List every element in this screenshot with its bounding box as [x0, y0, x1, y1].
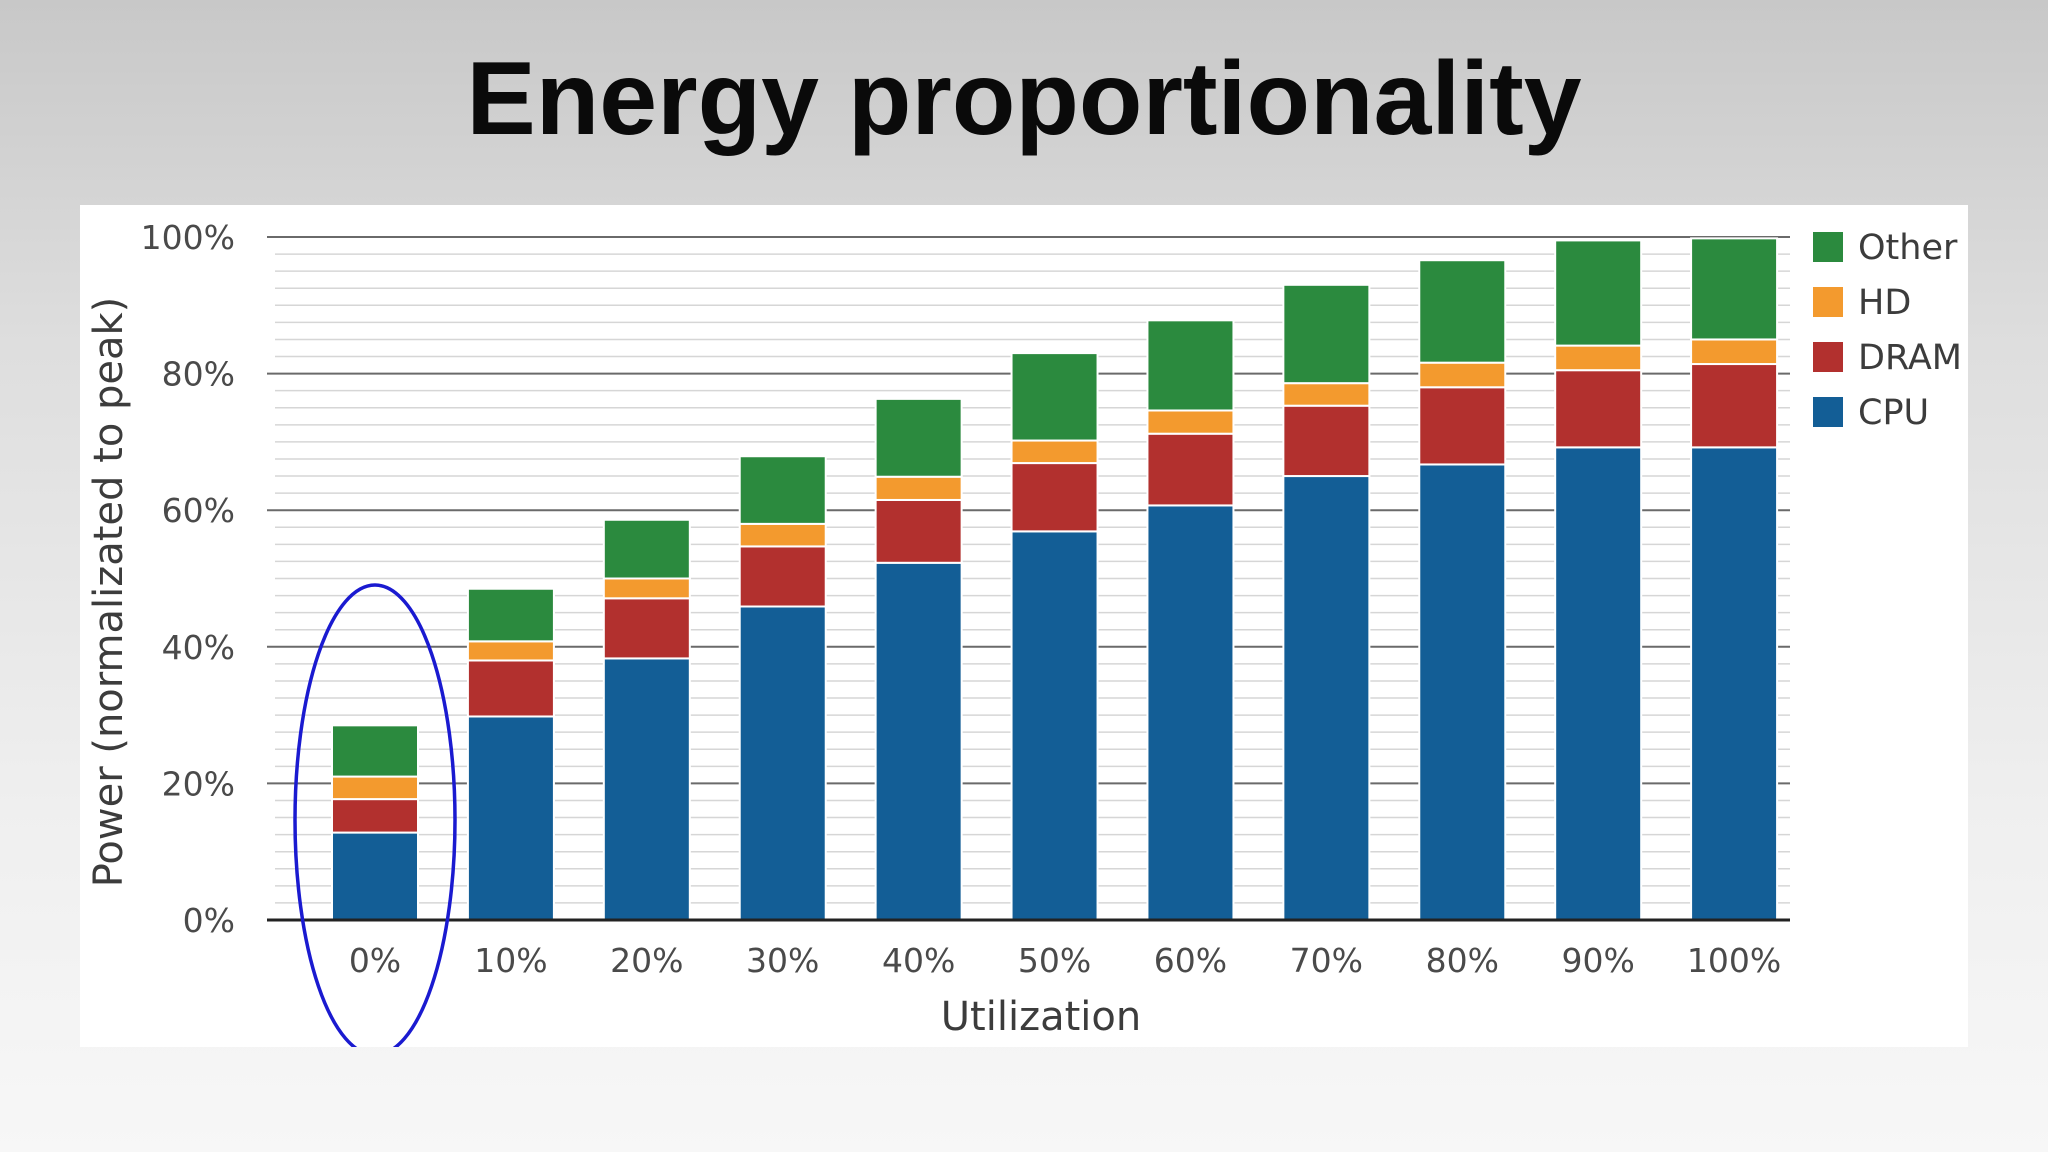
x-tick-label: 90%	[1562, 941, 1635, 980]
bar-segment-cpu-50pct	[1010, 530, 1099, 921]
legend-swatch-dram	[1813, 342, 1843, 372]
legend-label-cpu: CPU	[1858, 393, 1929, 433]
bar-segment-cpu-30pct	[738, 605, 827, 921]
bar-segment-dram-60pct	[1146, 432, 1235, 507]
bar-segment-cpu-10pct	[466, 715, 555, 921]
stacked-bar-chart: 0% 20% 40% 60% 80% 100% 0% 10% 20% 30% 40% 50% 60% 70…	[86, 218, 1962, 1047]
x-axis-label: Utilization	[941, 994, 1141, 1040]
legend-label-other: Other	[1858, 228, 1958, 268]
x-tick-label: 60%	[1154, 941, 1227, 980]
bar-segment-cpu-60pct	[1146, 504, 1235, 921]
bar-segment-dram-0pct	[331, 798, 419, 834]
bar-segment-other-40pct	[874, 397, 963, 478]
bar-segment-dram-80pct	[1418, 386, 1507, 466]
bar-segment-hd-80pct	[1418, 361, 1507, 389]
bar-segment-hd-0pct	[331, 775, 419, 801]
bar-segment-hd-60pct	[1146, 409, 1235, 435]
legend-swatch-other	[1813, 232, 1843, 262]
bar-segment-hd-100pct	[1690, 338, 1779, 366]
bar-segment-other-20pct	[602, 518, 691, 580]
bar-segment-hd-20pct	[602, 577, 691, 600]
legend-swatch-hd	[1813, 287, 1843, 317]
y-tick-label: 60%	[162, 491, 235, 530]
legend-layer: Other HD DRAM CPU	[1813, 228, 1962, 433]
slide-title: Energy proportionality	[466, 41, 1582, 157]
bar-segment-other-100pct	[1690, 237, 1779, 341]
bar-segment-other-90pct	[1554, 239, 1643, 347]
y-tick-label: 40%	[162, 628, 235, 667]
chart-panel: 0% 20% 40% 60% 80% 100% 0% 10% 20% 30% 40% 50% 60% 70…	[80, 205, 1968, 1047]
bar-segment-cpu-70pct	[1282, 475, 1371, 921]
x-tick-label: 80%	[1426, 941, 1499, 980]
legend-label-dram: DRAM	[1858, 338, 1962, 378]
bar-segment-dram-90pct	[1554, 369, 1643, 449]
legend-label-hd: HD	[1858, 283, 1911, 323]
x-tick-label: 40%	[882, 941, 955, 980]
bar-segment-cpu-40pct	[874, 561, 963, 921]
bar-segment-cpu-80pct	[1418, 463, 1507, 921]
bar-segment-dram-40pct	[874, 498, 963, 564]
x-tick-label: 0%	[349, 941, 401, 980]
bar-segment-hd-90pct	[1554, 344, 1643, 372]
bar-segment-other-80pct	[1418, 259, 1507, 364]
bar-segment-hd-30pct	[738, 522, 827, 548]
bar-segment-other-30pct	[738, 455, 827, 525]
y-tick-label: 20%	[162, 764, 235, 803]
x-tick-label: 30%	[746, 941, 819, 980]
legend-swatch-cpu	[1813, 397, 1843, 427]
bar-segment-cpu-20pct	[602, 657, 691, 921]
x-tick-label: 20%	[610, 941, 683, 980]
bar-segment-dram-50pct	[1010, 462, 1099, 533]
bar-segment-hd-10pct	[466, 640, 555, 662]
axis-layer: 0% 20% 40% 60% 80% 100% 0% 10% 20% 30% 40% 50% 60% 70…	[141, 218, 1790, 980]
bar-segment-dram-100pct	[1690, 363, 1779, 449]
bar-segment-hd-50pct	[1010, 439, 1099, 465]
highlight-ellipse	[293, 583, 457, 1047]
x-tick-label: 10%	[474, 941, 547, 980]
bar-segment-cpu-90pct	[1554, 446, 1643, 921]
bar-segment-dram-10pct	[466, 659, 555, 718]
x-tick-label: 70%	[1290, 941, 1363, 980]
bar-segment-dram-20pct	[602, 597, 691, 660]
y-tick-label: 100%	[141, 218, 235, 257]
y-tick-label: 80%	[162, 355, 235, 394]
x-tick-label: 100%	[1687, 941, 1781, 980]
y-axis-label: Power (normalizated to peak)	[86, 297, 132, 888]
bar-segment-dram-30pct	[738, 545, 827, 608]
bar-layer	[331, 237, 1779, 921]
bar-segment-cpu-100pct	[1690, 446, 1779, 921]
bar-segment-other-10pct	[466, 587, 555, 643]
y-tick-label: 0%	[183, 901, 235, 940]
x-tick-label: 50%	[1018, 941, 1091, 980]
bar-segment-other-0pct	[331, 724, 419, 778]
bar-segment-hd-40pct	[874, 475, 963, 501]
bar-segment-other-60pct	[1146, 319, 1235, 412]
bar-segment-dram-70pct	[1282, 404, 1371, 478]
bar-segment-other-70pct	[1282, 283, 1371, 385]
bar-segment-hd-70pct	[1282, 382, 1371, 407]
bar-segment-other-50pct	[1010, 352, 1099, 442]
bar-segment-cpu-0pct	[331, 831, 419, 921]
